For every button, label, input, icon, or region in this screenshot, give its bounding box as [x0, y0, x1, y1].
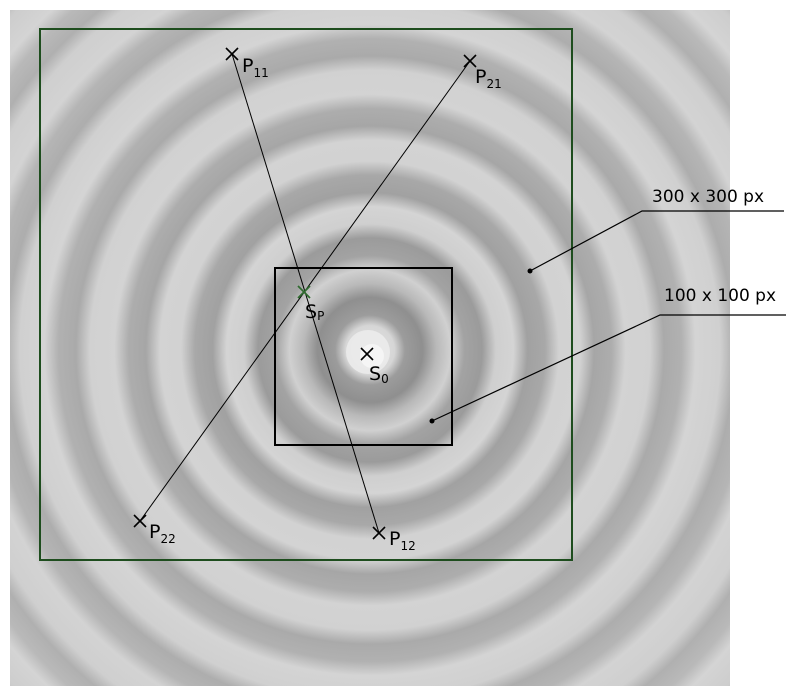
label-p21: P21 — [475, 66, 502, 91]
outer-box-300px — [39, 28, 573, 561]
label-p12: P12 — [389, 528, 416, 553]
label-sp: SP — [305, 301, 324, 323]
marker-p11-icon — [225, 47, 239, 61]
center-spot-core — [360, 344, 384, 368]
marker-p22-icon — [133, 514, 147, 528]
inner-box-label: 100 x 100 px — [664, 286, 776, 306]
marker-s0-icon — [360, 347, 374, 361]
label-p22: P22 — [149, 521, 176, 546]
inner-box-100px — [274, 267, 453, 446]
marker-sp-icon — [297, 285, 311, 299]
outer-box-label: 300 x 300 px — [652, 187, 764, 207]
label-p11: P11 — [242, 55, 269, 80]
marker-p12-icon — [372, 526, 386, 540]
callout-line-outer — [529, 210, 784, 272]
callout-line-inner — [431, 314, 786, 422]
marker-p21-icon — [463, 54, 477, 68]
label-s0: S0 — [369, 363, 389, 386]
